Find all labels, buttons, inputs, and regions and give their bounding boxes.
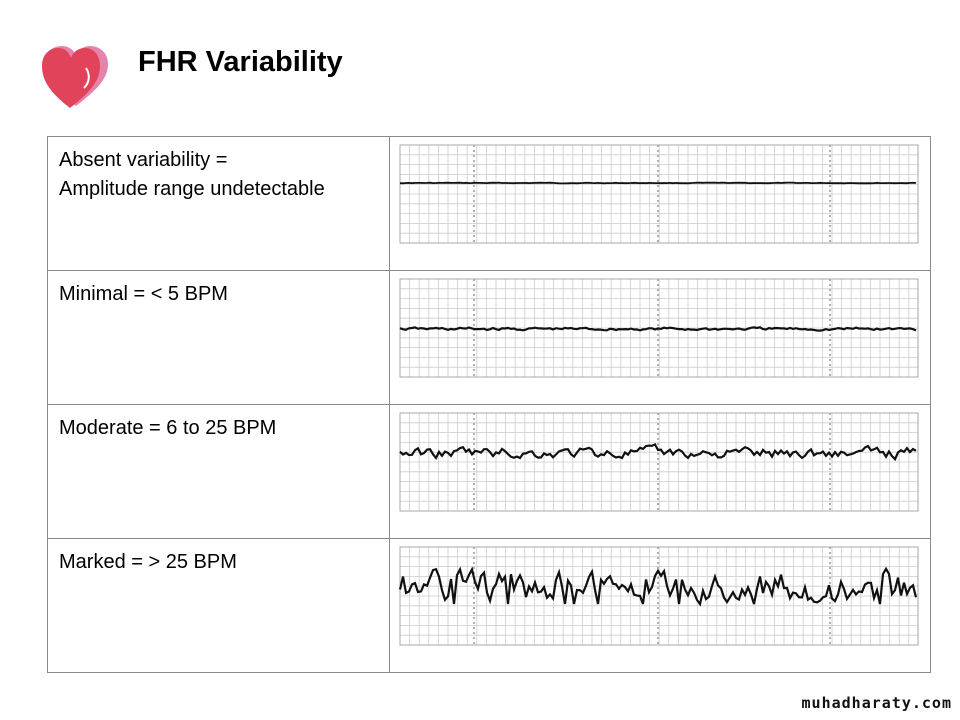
table-row: Marked = > 25 BPM <box>47 538 931 673</box>
fhr-trace-line <box>399 181 917 185</box>
grid <box>399 412 919 512</box>
moderate-variability-trace <box>399 412 919 512</box>
row-label-line: Marked = > 25 BPM <box>59 551 237 573</box>
row-label-cell: Marked = > 25 BPM <box>47 538 390 673</box>
fhr-trace-line <box>398 566 918 607</box>
trace-cell <box>389 270 931 405</box>
grid <box>399 278 919 378</box>
row-label-line: Minimal = < 5 BPM <box>59 283 228 305</box>
row-label-cell: Moderate = 6 to 25 BPM <box>47 404 390 539</box>
watermark: muhadharaty.com <box>801 694 952 712</box>
fhr-trace-line <box>399 442 917 462</box>
variability-table: Absent variability = Amplitude range und… <box>47 136 931 673</box>
slide-title: FHR Variability <box>138 46 343 78</box>
trace-cell <box>389 404 931 539</box>
row-label-cell: Minimal = < 5 BPM <box>47 270 390 405</box>
row-label-cell: Absent variability = Amplitude range und… <box>47 136 390 271</box>
minimal-variability-trace <box>399 278 919 378</box>
table-row: Moderate = 6 to 25 BPM <box>47 404 931 539</box>
marked-variability-trace <box>398 546 919 646</box>
table-row: Minimal = < 5 BPM <box>47 270 931 405</box>
table-row: Absent variability = Amplitude range und… <box>47 136 931 271</box>
row-label-line: Moderate = 6 to 25 BPM <box>59 417 277 439</box>
row-label-line: Amplitude range undetectable <box>59 178 325 200</box>
row-label-line: Absent variability = <box>59 149 228 171</box>
grid <box>399 144 919 244</box>
absent-variability-trace <box>399 144 919 244</box>
grid <box>399 546 919 646</box>
fhr-trace-line <box>399 326 917 332</box>
heart-icon <box>42 46 108 108</box>
trace-cell <box>389 136 931 271</box>
trace-cell <box>389 538 931 673</box>
